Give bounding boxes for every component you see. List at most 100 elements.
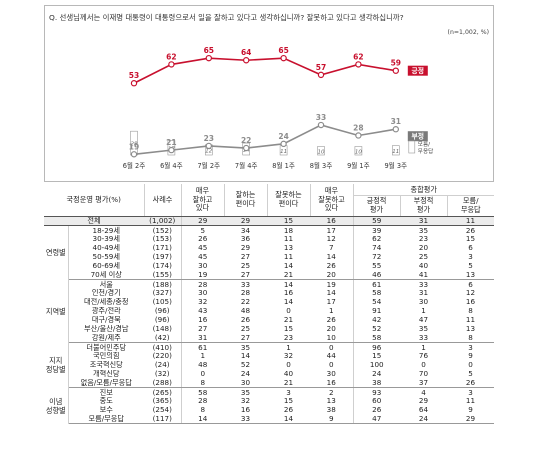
table-row: 개혁신당 (32) 0 24 40 30 24 70 5: [44, 369, 494, 379]
cell-value: 20: [326, 324, 336, 334]
cell-value: 1: [421, 342, 426, 352]
table-row: 연령별 18-29세 (152) 5 34 18 17 39 35 26: [44, 225, 494, 280]
cell-value: 64: [418, 405, 429, 415]
row-label: 중도: [99, 396, 113, 406]
row-base: (42): [144, 333, 182, 343]
row-base: (254): [144, 405, 182, 415]
cell-value: 35: [240, 342, 251, 352]
row-base: (197): [144, 252, 182, 262]
cell-total-2: 15: [267, 216, 310, 226]
cell-value: 12: [465, 288, 476, 298]
value-label-pos-3: 64: [241, 48, 251, 57]
bar-unknown-7: [391, 145, 400, 156]
bar-unknown-6: [354, 146, 363, 156]
row-base: (96): [144, 315, 182, 325]
table-row: 지지 정당별 더불어민주당 (410) 61 35 1 0 96 1 3: [44, 342, 494, 388]
cell-value: 14: [326, 288, 336, 298]
header-sub-col-0: 긍정적 평가: [352, 194, 400, 217]
row-base: (148): [144, 324, 182, 334]
cell-value: 62: [352, 234, 400, 244]
row-base: (153): [144, 234, 182, 244]
header-question-label: 국정운영 평가(%): [44, 184, 144, 217]
cell-value: 16: [240, 405, 251, 415]
cell-value: 52: [352, 324, 400, 334]
cell-value: 29: [447, 414, 494, 424]
row-label: 서울: [99, 279, 113, 289]
table-row: 대전/세종/충청 (105) 32 22 14 17 54 30 16: [44, 297, 494, 307]
trend-chart: Q. 선생님께서는 이재명 대통령이 대통령으로서 일을 잘하고 있다고 생각하…: [44, 5, 494, 182]
value-label-pos-5: 57: [316, 63, 326, 72]
table-row: 이념 성향별 진보 (265) 58 35 3 2 93 4 3: [44, 387, 494, 424]
bar-label-unknown-5: 10: [318, 149, 325, 155]
cell-value: 2: [328, 387, 334, 397]
cell-value: 25: [240, 324, 251, 334]
row-label: 60-69세: [92, 261, 121, 271]
cell-value: 14: [283, 261, 294, 271]
series-line-pos: [133, 57, 396, 84]
header-col-3: 매우 잘못하고 있다: [309, 184, 353, 217]
point-neg-5: [317, 121, 325, 129]
cell-value: 8: [468, 306, 473, 316]
header-row-2: 긍정적 평가 부정적 평가 모름/무응답: [44, 194, 494, 217]
group-label-1: 지역별: [44, 279, 69, 343]
row-base: (32): [144, 369, 182, 379]
cell-value: 58: [198, 387, 208, 397]
cell-value: 52: [240, 360, 251, 370]
row-base: (174): [144, 261, 182, 271]
cell-value: 26: [240, 315, 251, 325]
value-label-neg-7: 31: [391, 117, 401, 126]
row-label: 진보: [99, 387, 113, 397]
row-base: (327): [144, 288, 182, 298]
point-neg-7: [392, 126, 399, 133]
cell-value: 36: [240, 234, 251, 244]
cell-value: 26: [465, 225, 476, 235]
cell-value: 0: [328, 360, 334, 370]
cell-value: 15: [352, 351, 400, 361]
group-label-0: 연령별: [44, 225, 69, 280]
cell-value: 9: [468, 351, 473, 361]
cell-value: 32: [283, 351, 294, 361]
value-label-neg-2: 23: [204, 134, 214, 143]
table-row: 강원/제주 (42) 31 27 23 10 58 33 8: [44, 333, 494, 343]
cell-value: 48: [240, 306, 251, 316]
cell-value: 39: [352, 225, 400, 235]
cell-value: 93: [352, 387, 400, 397]
cell-value: 24: [352, 369, 400, 379]
cell-total-3: 16: [310, 216, 353, 226]
cell-value: 20: [418, 243, 429, 253]
cell-value: 33: [224, 414, 267, 424]
cell-value: 16: [198, 315, 208, 325]
legend-bar-label-0: 모름/: [418, 141, 430, 148]
cell-value: 21: [283, 315, 294, 325]
cell-value: 8: [447, 333, 494, 343]
cell-value: 35: [240, 387, 251, 397]
cell-value: 12: [326, 234, 336, 244]
cell-value: 24: [240, 369, 251, 379]
bar-label-unknown-0: 28: [131, 142, 138, 148]
cell-value: 11: [283, 234, 294, 244]
cell-value: 32: [240, 396, 251, 406]
cell-value: 23: [267, 333, 310, 343]
cell-value: 33: [418, 279, 429, 289]
cell-value: 5: [468, 369, 473, 379]
cell-value: 0: [421, 360, 426, 370]
cell-value: 45: [198, 252, 208, 262]
cell-value: 37: [400, 378, 447, 388]
row-base: (24): [144, 360, 182, 370]
group-label-2: 지지 정당별: [44, 342, 69, 388]
point-neg-1: [168, 146, 175, 154]
cell-value: 6: [468, 279, 473, 289]
cell-value: 0: [286, 360, 291, 370]
value-label-neg-1: 21: [166, 138, 176, 147]
point-neg-0: [130, 151, 138, 158]
table-row: 보수 (254) 8 16 26 38 26 64 9: [44, 405, 494, 415]
point-pos-5: [317, 71, 325, 79]
table-row: 조국혁신당 (24) 48 52 0 0 100 0 0: [44, 360, 494, 370]
cell-value: 22: [240, 297, 251, 307]
cell-value: 3: [286, 387, 291, 397]
cell-value: 19: [326, 279, 336, 289]
cell-value: 45: [198, 243, 208, 253]
x-tick-7: 9월 3주: [384, 161, 407, 170]
cell-value: 30: [224, 378, 267, 388]
row-base: (117): [144, 414, 182, 424]
